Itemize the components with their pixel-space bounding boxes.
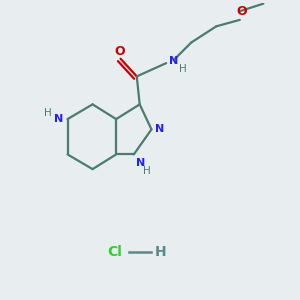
Text: O: O — [236, 5, 247, 18]
Text: N: N — [169, 56, 178, 66]
Text: H: H — [154, 244, 166, 259]
Text: H: H — [178, 64, 186, 74]
Text: N: N — [155, 124, 164, 134]
Text: H: H — [143, 167, 151, 176]
Text: Cl: Cl — [107, 244, 122, 259]
Text: N: N — [53, 114, 63, 124]
Text: H: H — [44, 108, 51, 118]
Text: N: N — [136, 158, 145, 168]
Text: O: O — [115, 45, 125, 58]
